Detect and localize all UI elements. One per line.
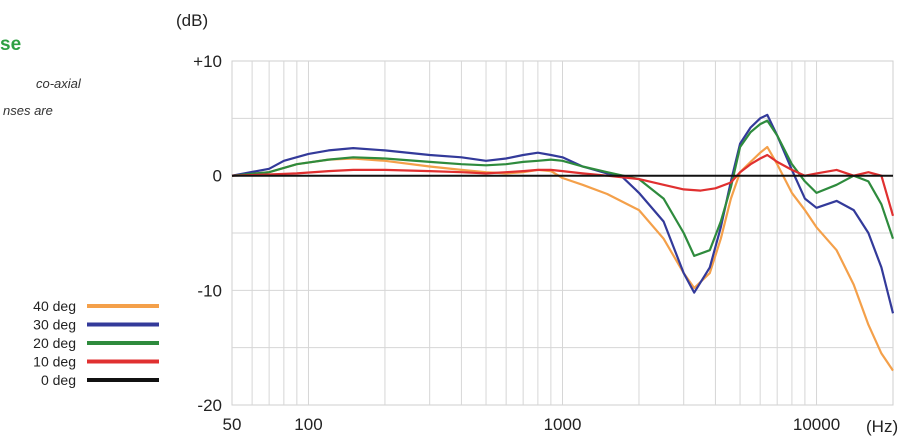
- y-tick-label: -10: [197, 281, 222, 300]
- x-tick-label: 50: [223, 415, 242, 434]
- legend-label: 0 deg: [41, 372, 76, 388]
- x-axis-label: (Hz): [866, 417, 898, 436]
- x-tick-label: 1000: [544, 415, 582, 434]
- legend-label: 40 deg: [33, 298, 76, 314]
- x-tick-label: 10000: [793, 415, 840, 434]
- y-axis-label: (dB): [176, 11, 208, 30]
- y-tick-label: 0: [213, 167, 222, 186]
- tick-labels: 50 100 1000 10000 +10 0 -10 -20: [193, 52, 840, 434]
- description-line-1: co-axial: [36, 76, 81, 91]
- series-lines: [231, 113, 895, 372]
- legend-label: 20 deg: [33, 335, 76, 351]
- x-tick-label: 100: [294, 415, 322, 434]
- y-tick-label: +10: [193, 52, 222, 71]
- description-line-2: nses are: [3, 103, 53, 118]
- legend: 40 deg 30 deg 20 deg 10 deg 0 deg: [33, 298, 159, 388]
- description-title-fragment: se: [0, 34, 22, 55]
- series-line-20-deg: [231, 119, 895, 257]
- legend-label: 10 deg: [33, 354, 76, 370]
- chart-grid: [231, 60, 894, 406]
- legend-label: 30 deg: [33, 317, 76, 333]
- series-line-40-deg: [231, 145, 894, 372]
- y-tick-label: -20: [197, 396, 222, 415]
- series-line-30-deg: [231, 113, 895, 314]
